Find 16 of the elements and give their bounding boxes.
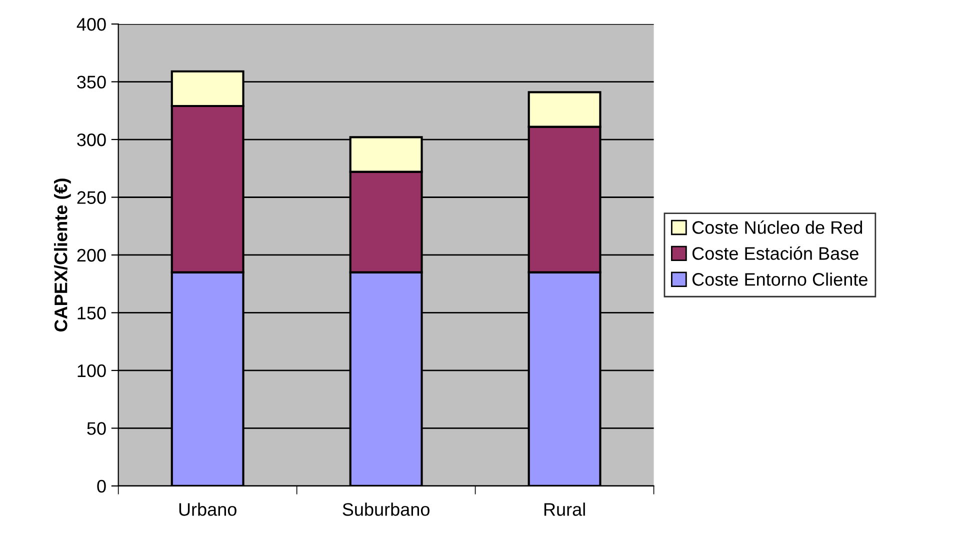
y-tick-label: 50 <box>87 422 106 435</box>
x-tick-label: Rural <box>544 502 585 516</box>
legend-label: Coste Núcleo de Red <box>692 220 862 234</box>
y-tick-label: 0 <box>97 480 106 493</box>
x-tick-label: Urbano <box>179 502 236 516</box>
y-axis-title: CAPEX/Cliente (€) <box>54 178 71 332</box>
y-tick-label: 100 <box>78 364 106 378</box>
y-tick-label: 200 <box>77 248 106 262</box>
legend-label: Coste Estación Base <box>692 246 858 260</box>
y-tick-label: 250 <box>77 191 106 204</box>
legend-label: Coste Entorno Cliente <box>692 272 868 286</box>
x-tick-label: Suburbano <box>342 502 430 516</box>
y-tick-label: 350 <box>77 76 106 88</box>
y-tick-label: 300 <box>77 133 106 146</box>
y-tick-label: 150 <box>78 306 106 320</box>
y-tick-label: 400 <box>76 18 106 31</box>
